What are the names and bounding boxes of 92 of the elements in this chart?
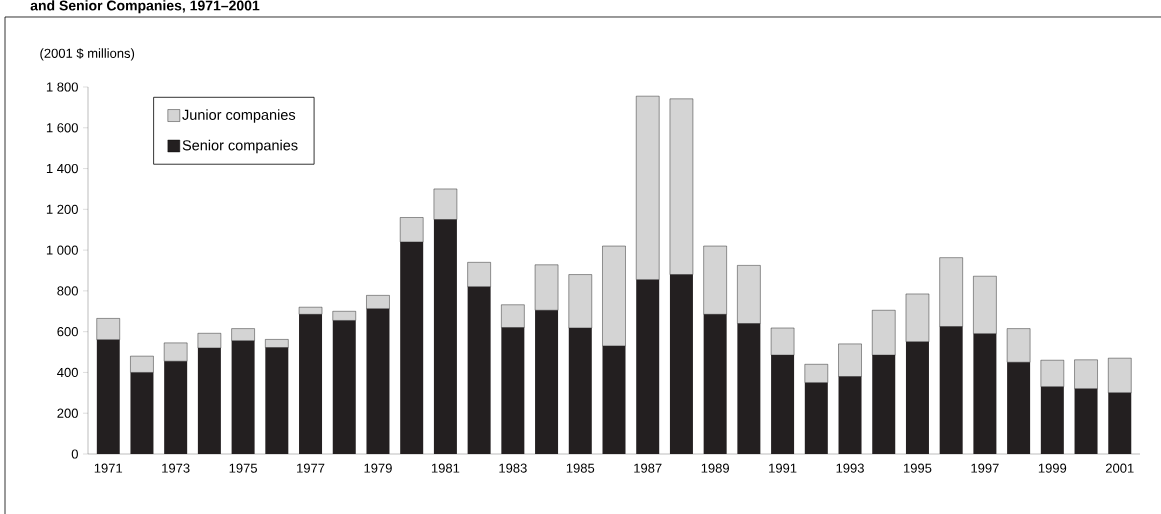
bar: [1108, 357, 1132, 394]
y-tick-label: 0: [71, 449, 78, 459]
bar: [568, 274, 592, 329]
y-tick-label: 1 200: [46, 204, 78, 214]
bar: [164, 361, 188, 454]
y-tick-label: 1 000: [46, 245, 78, 255]
bar: [197, 347, 221, 454]
x-tick-label: 1981: [431, 463, 460, 473]
x-tick-label: 1971: [94, 463, 123, 473]
bar: [703, 314, 727, 454]
x-tick-label: 1989: [701, 463, 729, 473]
x-tick-label: 1977: [297, 463, 325, 473]
bar: [636, 95, 660, 280]
y-tick-label: 1 800: [46, 82, 78, 92]
bar: [770, 327, 795, 356]
bar: [872, 355, 896, 454]
x-tick-label: 1983: [499, 463, 527, 473]
bar: [703, 245, 727, 315]
bar: [467, 262, 491, 288]
bar: [1108, 392, 1132, 454]
bar: [433, 188, 458, 220]
x-tick-label: 1993: [836, 463, 864, 473]
x-tick-label: 2001: [1105, 463, 1134, 473]
bar: [534, 264, 559, 311]
bar: [973, 333, 997, 454]
bar: [1040, 360, 1065, 387]
x-tick-label: 1997: [971, 463, 999, 473]
chart-title: and Senior Companies, 1971–2001: [30, 0, 260, 14]
x-tick-label: 1987: [634, 463, 662, 473]
bar: [197, 333, 222, 349]
bar: [265, 347, 289, 454]
bar: [265, 339, 289, 348]
bar: [568, 327, 592, 454]
bar: [231, 328, 255, 342]
bar: [400, 241, 424, 454]
bar: [804, 364, 828, 383]
bar: [602, 345, 626, 454]
bar: [771, 355, 795, 454]
bar: [1040, 386, 1064, 454]
bar: [636, 279, 660, 454]
bar: [366, 295, 390, 310]
bar: [332, 320, 356, 454]
bar: [602, 245, 626, 347]
bar: [535, 310, 559, 454]
bar: [130, 355, 154, 373]
bar: [501, 304, 525, 328]
bar: [939, 257, 963, 327]
bar: [905, 341, 929, 454]
bar: [298, 307, 323, 315]
y-axis-title: (2001 $ millions): [40, 48, 135, 61]
bar: [366, 308, 390, 454]
bar: [1074, 388, 1098, 454]
y-tick-label: 600: [57, 327, 78, 337]
bar: [299, 314, 323, 454]
x-tick-label: 1991: [769, 463, 797, 473]
x-tick-label: 1999: [1038, 463, 1067, 473]
x-tick-label: 1979: [364, 463, 392, 473]
bar: [1006, 328, 1031, 363]
y-tick-label: 400: [57, 367, 78, 378]
bar: [433, 219, 457, 454]
bar: [973, 276, 997, 334]
bar: [1007, 362, 1031, 454]
bar: [737, 265, 761, 324]
y-tick-label: 200: [57, 408, 78, 418]
bar: [231, 340, 255, 454]
bar: [1074, 359, 1098, 389]
x-tick-label: 1985: [566, 463, 595, 473]
bar: [737, 323, 761, 454]
bar: [838, 343, 862, 377]
bar: [804, 382, 828, 454]
bar: [96, 339, 120, 454]
bar: [467, 286, 491, 454]
bar: [905, 293, 930, 343]
legend-label: Junior companies: [182, 109, 296, 123]
x-tick-label: 1973: [162, 463, 190, 473]
bar: [669, 274, 693, 454]
y-tick-label: 1 600: [46, 123, 78, 133]
x-tick-label: 1995: [903, 463, 932, 473]
bar: [838, 376, 862, 454]
x-tick-label: 1975: [229, 463, 258, 473]
bar: [332, 311, 356, 321]
y-tick-label: 800: [57, 286, 78, 296]
bar: [399, 217, 424, 243]
bar: [939, 326, 963, 454]
legend-label: Senior companies: [182, 139, 298, 154]
bar: [130, 372, 154, 454]
bar: [96, 318, 120, 341]
bar: [669, 98, 694, 275]
bar: [872, 310, 896, 356]
y-tick-label: 1 400: [46, 163, 78, 174]
bar: [163, 342, 188, 362]
bar: [501, 327, 525, 454]
